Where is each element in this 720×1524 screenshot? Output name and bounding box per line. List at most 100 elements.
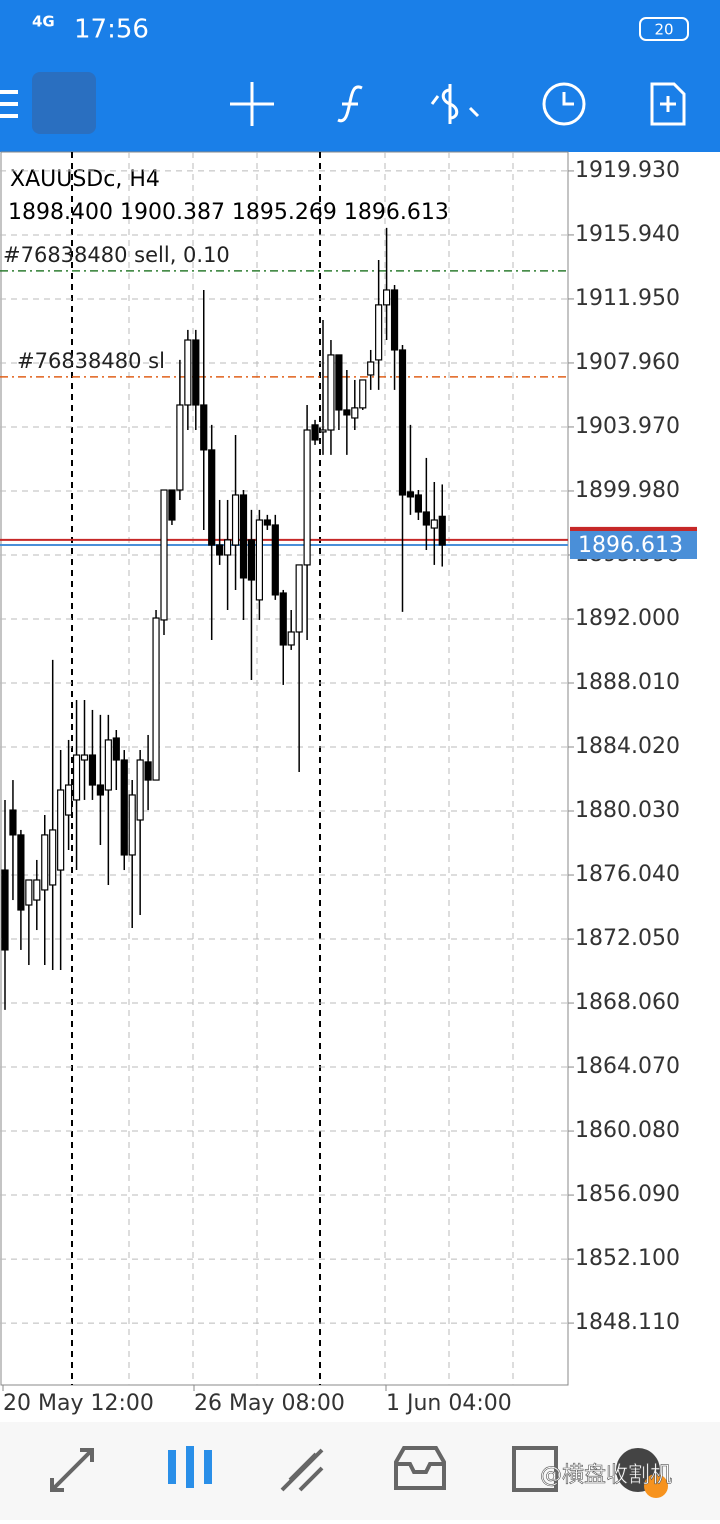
candle-body	[343, 409, 351, 416]
y-tick-label: 1919.930	[575, 158, 680, 183]
bottom-nav	[0, 1422, 720, 1520]
y-tick-label: 1892.000	[575, 606, 680, 631]
candle-body	[88, 754, 97, 786]
candle-body	[208, 449, 216, 546]
plot-frame	[0, 151, 569, 1386]
battery-level: 20	[654, 21, 673, 39]
order-label: #76838480 sl	[17, 349, 165, 373]
y-tick-label: 1884.020	[575, 734, 680, 759]
ohlc: 1898.400 1900.387 1895.269 1896.613	[8, 200, 449, 225]
y-tick-label: 1907.960	[575, 350, 680, 375]
vertical-grid	[128, 152, 514, 1385]
candle-body	[216, 544, 224, 556]
network: 4G	[32, 13, 55, 31]
quotes-tab[interactable]	[50, 1448, 94, 1492]
ask-marker	[570, 526, 697, 532]
candle-body	[17, 834, 25, 911]
y-tick-label: 1860.080	[575, 1118, 680, 1143]
candle-body	[359, 379, 367, 409]
y-tick-label: 1880.030	[575, 798, 680, 823]
news-tab[interactable]	[512, 1446, 558, 1492]
x-tick-label: 1 Jun 04:00	[386, 1391, 512, 1416]
price-label-bg	[570, 530, 697, 559]
candle-body	[231, 494, 240, 546]
y-tick-label: 1856.090	[575, 1182, 680, 1207]
candle-body	[327, 354, 335, 431]
candle-body	[311, 424, 319, 441]
candle-body	[351, 407, 359, 419]
x-tick-label: 20 May 12:00	[3, 1391, 154, 1416]
candle-body	[224, 539, 232, 556]
y-tick-label: 1852.100	[575, 1246, 680, 1271]
y-tick-label: 1848.110	[575, 1310, 680, 1335]
candle-body	[1, 869, 9, 951]
candle-body	[255, 519, 263, 601]
period-separators	[71, 152, 321, 1385]
candle-body	[9, 809, 17, 836]
candle-body	[406, 491, 415, 498]
objects-button[interactable]	[650, 82, 686, 126]
indicators-button[interactable]	[337, 85, 363, 123]
candle-body	[49, 829, 57, 886]
candle-body	[184, 339, 192, 406]
candle-body	[41, 834, 49, 891]
crosshair-button[interactable]	[230, 82, 274, 126]
battery	[639, 17, 689, 41]
candle-body	[430, 519, 438, 529]
candle-body	[200, 404, 208, 451]
candle-body	[160, 489, 168, 621]
candle-body	[422, 511, 430, 526]
y-tick-label: 1872.050	[575, 926, 680, 951]
timeframe-button[interactable]	[542, 82, 586, 126]
candle-body	[303, 429, 311, 566]
candle-body	[33, 879, 41, 901]
trade-button[interactable]	[430, 84, 480, 124]
candle-body	[414, 494, 422, 513]
x-tick-label: 26 May 08:00	[194, 1391, 345, 1416]
y-tick-label: 1888.010	[575, 670, 680, 695]
candle-body	[104, 739, 112, 791]
candle-body	[295, 564, 303, 633]
candle-body	[144, 761, 152, 781]
y-tick-label: 1899.980	[575, 478, 680, 503]
candle-body	[136, 759, 144, 821]
candle-body	[96, 784, 105, 796]
chart-tab[interactable]	[168, 1446, 212, 1488]
y-tick-label: 1864.070	[575, 1054, 680, 1079]
candle-body	[57, 789, 65, 871]
price-label: 1896.613	[578, 533, 683, 558]
candle-body	[112, 737, 120, 761]
y-tick-label: 1876.040	[575, 862, 680, 887]
candle-body	[192, 339, 200, 406]
candle-body	[152, 617, 160, 781]
candle-body	[80, 754, 89, 761]
candle-body	[168, 489, 176, 521]
app-logo[interactable]	[32, 72, 96, 134]
toolbar	[0, 72, 686, 134]
history-tab[interactable]	[394, 1446, 446, 1490]
watermark: @横盘收割机	[540, 1463, 672, 1488]
candle-body	[247, 539, 256, 581]
y-tick-label: 1868.060	[575, 990, 680, 1015]
candle-body	[64, 784, 73, 816]
candle-body	[367, 361, 375, 376]
candle-body	[279, 592, 287, 646]
y-tick-label: 1903.970	[575, 414, 680, 439]
candle-body	[239, 494, 248, 579]
candle-body	[120, 759, 128, 856]
y-tick-label: 1911.950	[575, 286, 680, 311]
trade-tab[interactable]	[280, 1448, 324, 1492]
candle-body	[25, 879, 33, 906]
candle-body	[398, 349, 407, 496]
candle-body	[438, 515, 446, 546]
candle-body	[271, 524, 279, 596]
y-tick-label: 1915.940	[575, 222, 680, 247]
candle-body	[176, 404, 184, 491]
candle-body	[375, 304, 383, 361]
candle-body	[263, 519, 271, 526]
header-bg	[0, 0, 720, 152]
candle-body	[72, 754, 81, 801]
menu-button[interactable]	[0, 90, 18, 118]
